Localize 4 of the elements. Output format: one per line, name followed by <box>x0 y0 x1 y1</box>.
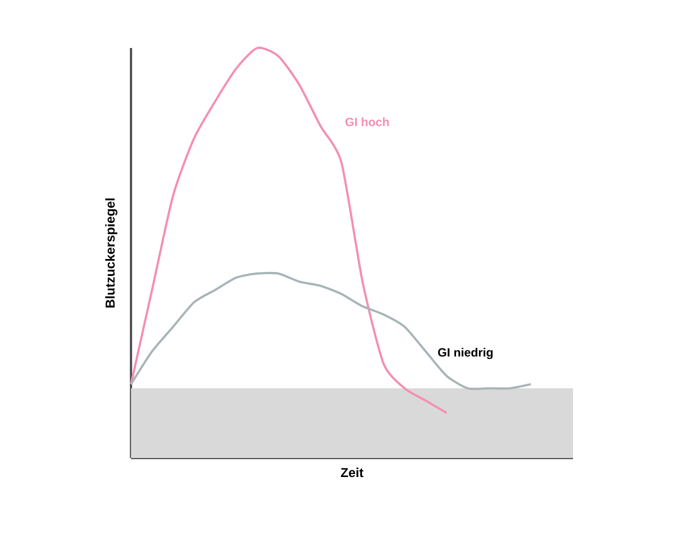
x-axis-title: Zeit <box>340 468 364 478</box>
series-label: GI hoch <box>345 117 389 126</box>
series-label: GI niedrig <box>438 348 493 360</box>
y-axis-title: Blutzuckerspiegel <box>105 198 118 308</box>
